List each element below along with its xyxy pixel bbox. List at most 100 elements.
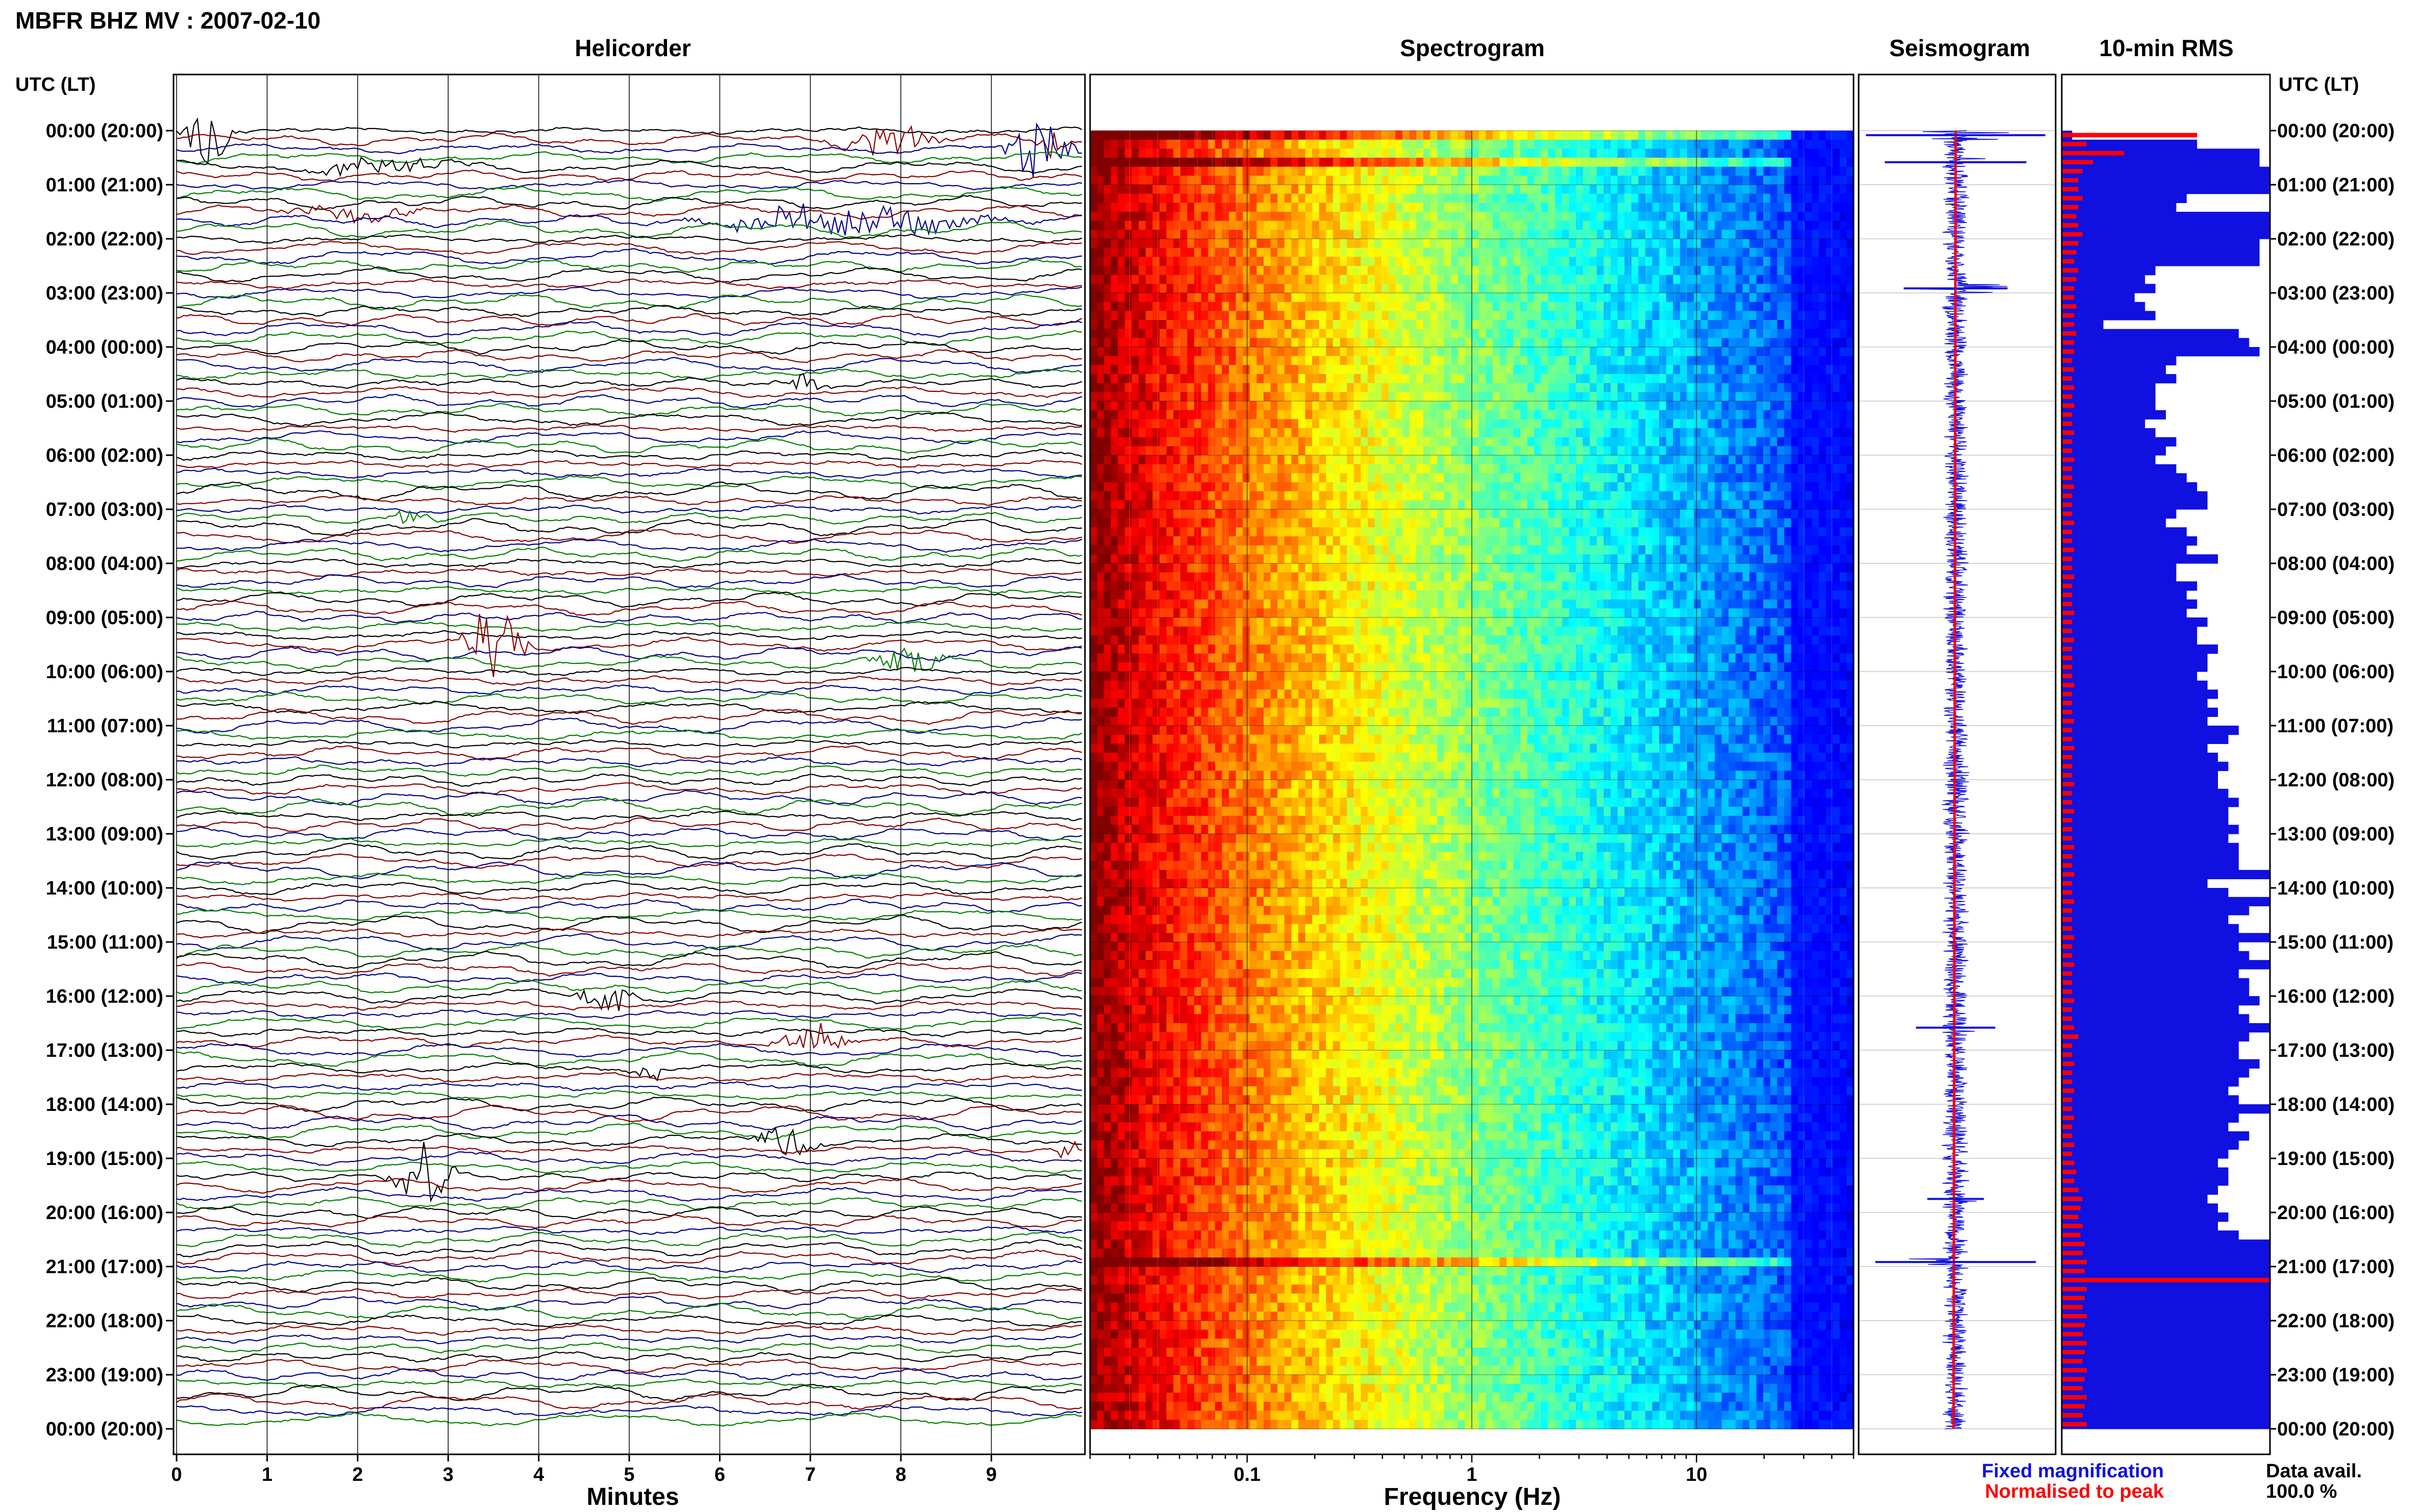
- spectrogram-cell: [1097, 572, 1104, 582]
- spectrogram-cell: [1097, 275, 1104, 285]
- spectrogram-cell: [1125, 888, 1132, 898]
- spectrogram-cell: [1166, 798, 1174, 807]
- spectrogram-cell: [1145, 780, 1153, 789]
- spectrogram-cell: [1291, 680, 1299, 690]
- spectrogram-cell: [1173, 365, 1181, 375]
- spectrogram-cell: [1110, 951, 1119, 961]
- spectrogram-cell: [1312, 437, 1320, 447]
- spectrogram-cell: [1159, 1375, 1167, 1384]
- spectrogram-cell: [1194, 158, 1202, 167]
- spectrogram-cell: [1152, 148, 1160, 158]
- spectrogram-cell: [1131, 897, 1139, 907]
- spectrogram-cell: [1125, 383, 1132, 393]
- spectrogram-cell: [1208, 1095, 1216, 1105]
- spectrogram-cell: [1236, 1023, 1243, 1033]
- spectrogram-cell: [1319, 491, 1327, 501]
- spectrogram-cell: [1236, 193, 1243, 204]
- spectrogram-cell: [1319, 392, 1327, 402]
- spectrogram-cell: [1298, 933, 1306, 943]
- spectrogram-cell: [1291, 464, 1299, 474]
- spectrogram-cell: [1208, 933, 1216, 943]
- spectrogram-cell: [1180, 1095, 1188, 1105]
- spectrogram-cell: [1298, 1383, 1306, 1394]
- spectrogram-cell: [1243, 266, 1250, 276]
- spectrogram-cell: [1222, 815, 1229, 826]
- spectrogram-cell: [1097, 212, 1104, 221]
- spectrogram-cell: [1277, 599, 1285, 609]
- spectrogram-cell: [1104, 518, 1112, 528]
- spectrogram-cell: [1187, 1023, 1195, 1033]
- spectrogram-cell: [1298, 996, 1306, 1006]
- spectrogram-cell: [1277, 176, 1285, 185]
- spectrogram-cell: [1284, 247, 1292, 258]
- spectrogram-cell: [1222, 1158, 1229, 1168]
- spectrogram-cell: [1125, 1294, 1132, 1303]
- spectrogram-cell: [1243, 1131, 1250, 1141]
- spectrogram-cell: [1291, 825, 1299, 834]
- spectrogram-cell: [1249, 645, 1257, 654]
- spectrogram-cell: [1187, 545, 1195, 555]
- spectrogram-cell: [1291, 1275, 1299, 1285]
- spectrogram-cell: [1208, 1311, 1216, 1321]
- spectrogram-cell: [1131, 716, 1139, 726]
- spectrogram-cell: [1229, 293, 1237, 303]
- spectrogram-cell: [1243, 1393, 1250, 1402]
- spectrogram-cell: [1277, 743, 1285, 753]
- spectrogram-cell: [1270, 446, 1278, 456]
- spectrogram-cell: [1152, 356, 1160, 366]
- spectrogram-cell: [1090, 645, 1098, 654]
- spectrogram-cell: [1187, 987, 1195, 997]
- spectrogram-cell: [1139, 545, 1146, 555]
- spectrogram-cell: [1215, 626, 1223, 636]
- spectrogram-cell: [1125, 1375, 1132, 1384]
- spectrogram-cell: [1229, 771, 1237, 780]
- spectrogram-cell: [1305, 743, 1313, 753]
- spectrogram-cell: [1249, 473, 1257, 483]
- spectrogram-cell: [1110, 139, 1119, 150]
- spectrogram-cell: [1312, 1212, 1320, 1222]
- spectrogram-cell: [1249, 951, 1257, 961]
- spectrogram-cell: [1187, 1383, 1195, 1394]
- spectrogram-cell: [1229, 1366, 1237, 1375]
- spectrogram-cell: [1166, 1086, 1174, 1096]
- spectrogram-cell: [1194, 1086, 1202, 1096]
- spectrogram-cell: [1201, 1131, 1208, 1141]
- spectrogram-cell: [1208, 257, 1216, 266]
- spectrogram-cell: [1270, 419, 1278, 429]
- spectrogram-cell: [1319, 166, 1327, 177]
- spectrogram-cell: [1201, 689, 1208, 699]
- spectrogram-cell: [1208, 1140, 1216, 1150]
- spectrogram-cell: [1201, 861, 1208, 871]
- spectrogram-cell: [1110, 158, 1119, 167]
- spectrogram-cell: [1118, 1375, 1125, 1384]
- spectrogram-cell: [1201, 139, 1208, 150]
- spectrogram-cell: [1166, 1095, 1174, 1105]
- spectrogram-cell: [1104, 1339, 1112, 1348]
- spectrogram-cell: [1236, 491, 1243, 501]
- spectrogram-cell: [1208, 1212, 1216, 1222]
- spectrogram-cell: [1104, 915, 1112, 925]
- spectrogram-cell: [1159, 509, 1167, 519]
- spectrogram-cell: [1201, 536, 1208, 546]
- spectrogram-cell: [1229, 951, 1237, 961]
- spectrogram-cell: [1152, 870, 1160, 880]
- spectrogram-cell: [1249, 1348, 1257, 1357]
- spectrogram-cell: [1229, 1005, 1237, 1015]
- spectrogram-cell: [1159, 689, 1167, 699]
- spectrogram-cell: [1090, 897, 1098, 907]
- spectrogram-cell: [1131, 464, 1139, 474]
- spectrogram-cell: [1139, 870, 1146, 880]
- spectrogram-cell: [1118, 239, 1125, 249]
- spectrogram-cell: [1256, 347, 1264, 357]
- spectrogram-cell: [1222, 230, 1229, 239]
- spectrogram-cell: [1249, 1104, 1257, 1114]
- spectrogram-cell: [1222, 951, 1229, 961]
- spectrogram-cell: [1291, 1131, 1299, 1141]
- spectrogram-cell: [1097, 1221, 1104, 1231]
- spectrogram-cell: [1215, 1402, 1223, 1411]
- spectrogram-cell: [1305, 1339, 1313, 1348]
- spectrogram-cell: [1104, 1284, 1112, 1294]
- spectrogram-cell: [1312, 311, 1320, 320]
- spectrogram-cell: [1194, 1230, 1202, 1240]
- spectrogram-cell: [1229, 1212, 1237, 1222]
